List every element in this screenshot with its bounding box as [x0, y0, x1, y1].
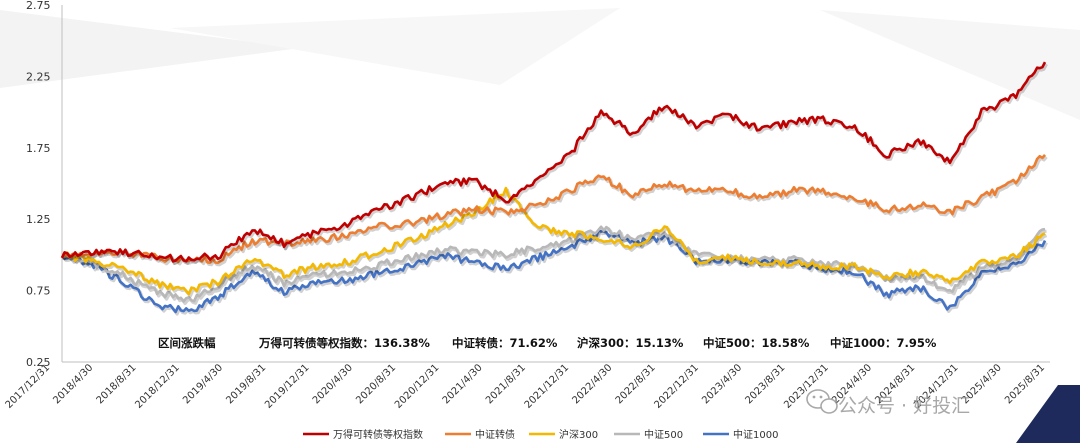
y-tick-label: 0.25	[26, 356, 51, 369]
series-line	[60, 154, 1046, 265]
y-tick-labels: 0.25 0.75 1.25 1.75 2.25 2.75	[26, 0, 51, 369]
series-line	[60, 61, 1047, 263]
x-tick-label: 2021/12/31	[523, 362, 572, 411]
x-tick-label: 2020/12/31	[393, 362, 442, 411]
wechat-icon	[806, 389, 838, 414]
annotation-item: 中证500：18.58%	[703, 336, 810, 350]
corner-stripe-gap	[1000, 385, 1058, 443]
x-tick-label: 2019/4/30	[181, 362, 225, 406]
x-tick-label: 2018/12/31	[133, 362, 182, 411]
legend-label: 中证1000	[733, 428, 778, 441]
series-line	[61, 229, 1047, 314]
x-tick-label: 2022/8/31	[614, 362, 658, 406]
y-tick-label: 1.25	[26, 213, 51, 226]
x-tick-label: 2017/12/31	[4, 362, 53, 411]
legend: 万得可转债等权指数 中证转债 沪深300 中证500 中证1000	[303, 428, 778, 441]
watermark-text: 公众号 · 好投汇	[838, 395, 970, 417]
legend-label: 中证转债	[475, 428, 515, 441]
legend-label: 中证500	[644, 428, 683, 441]
x-tick-label: 2022/4/30	[570, 362, 614, 406]
x-tick-label: 2022/12/31	[652, 362, 701, 411]
annotation-item: 沪深300：15.13%	[577, 336, 684, 350]
annotation-item: 中证转债：71.62%	[452, 336, 558, 350]
background-shape	[170, 8, 620, 85]
x-tick-label: 2019/12/31	[263, 362, 312, 411]
axes	[61, 5, 1050, 363]
legend-label: 万得可转债等权指数	[333, 428, 423, 441]
return-annotation: 区间涨跌幅 万得可转债等权指数：136.38% 中证转债：71.62% 沪深30…	[158, 336, 937, 350]
watermark: 公众号 · 好投汇	[806, 389, 970, 417]
x-tick-label: 2018/8/31	[95, 362, 139, 406]
annotation-item: 万得可转债等权指数：136.38%	[258, 336, 430, 350]
x-tick-label: 2020/4/30	[311, 362, 355, 406]
x-tick-label: 2018/4/30	[51, 362, 95, 406]
y-tick-label: 2.75	[26, 0, 51, 12]
background-shape	[0, 10, 300, 88]
background-shape	[820, 10, 1080, 120]
series-line	[61, 186, 1046, 296]
y-tick-label: 2.25	[26, 70, 51, 83]
corner-stripe	[1010, 385, 1080, 443]
x-tick-label: 2023/8/31	[744, 362, 788, 406]
x-tick-label: 2021/4/30	[441, 362, 485, 406]
y-tick-label: 0.75	[26, 285, 51, 298]
background-decoration	[0, 8, 1080, 443]
annotation-label: 区间涨跌幅	[158, 336, 216, 350]
y-tick-label: 1.75	[26, 142, 51, 155]
series-layer	[60, 61, 1048, 316]
annotation-item: 中证1000：7.95%	[830, 336, 937, 350]
x-tick-label: 2021/8/31	[484, 362, 528, 406]
legend-label: 沪深300	[559, 428, 598, 441]
x-tick-label: 2019/8/31	[224, 362, 268, 406]
x-tick-label: 2020/8/31	[354, 362, 398, 406]
x-tick-label: 2023/4/30	[700, 362, 744, 406]
